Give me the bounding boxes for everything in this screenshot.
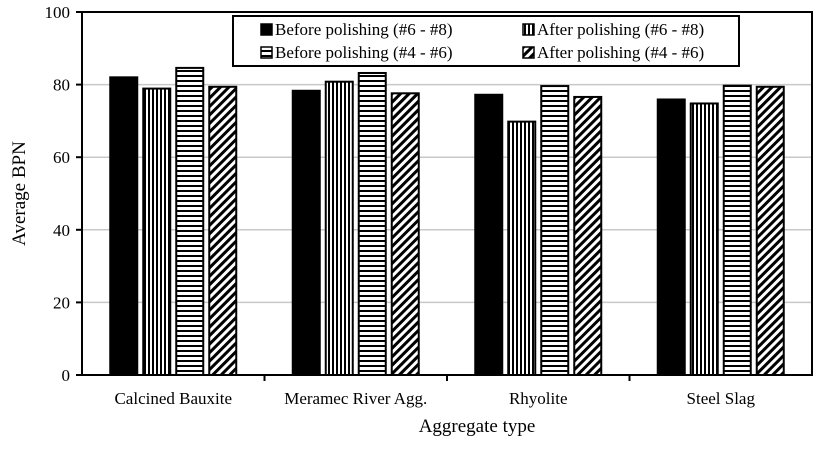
- bar-solid: [109, 76, 139, 376]
- bar-vertical: [689, 102, 719, 376]
- legend-label: Before polishing (#4 - #6): [275, 43, 453, 62]
- x-axis-title: Aggregate type: [419, 416, 536, 437]
- y-tick-label: 100: [45, 3, 71, 22]
- x-tick-label: Steel Slag: [687, 389, 756, 408]
- legend-swatch-solid: [260, 23, 273, 36]
- legend-label: After polishing (#6 - #8): [537, 20, 704, 39]
- bar-diagonal: [390, 92, 420, 376]
- bar-horizontal: [540, 85, 570, 376]
- bar-solid: [656, 98, 686, 376]
- y-tick-label: 20: [53, 293, 70, 312]
- legend-label: After polishing (#4 - #6): [537, 43, 704, 62]
- legend-swatch-diagonal: [522, 46, 535, 59]
- bars: [109, 66, 785, 377]
- legend: Before polishing (#6 - #8) After polishin…: [232, 15, 740, 67]
- bar-diagonal: [573, 95, 603, 377]
- bar-horizontal: [175, 66, 205, 376]
- y-tick-label: 40: [53, 221, 70, 240]
- legend-label: Before polishing (#6 - #8): [275, 20, 453, 39]
- bar-vertical: [142, 87, 172, 377]
- x-axis-ticks: Calcined Bauxite Meramec River Agg. Rhyoli…: [114, 375, 755, 408]
- y-tick-label: 60: [53, 148, 70, 167]
- y-axis-ticks: 0 20 40 60 80 100: [45, 3, 82, 385]
- y-tick-label: 80: [53, 76, 70, 95]
- bar-vertical: [507, 120, 537, 376]
- x-tick-label: Calcined Bauxite: [114, 389, 232, 408]
- bar-horizontal: [357, 71, 387, 376]
- legend-swatch-vertical: [522, 23, 535, 36]
- y-axis-title: Average BPN: [9, 141, 30, 246]
- y-tick-label: 0: [62, 366, 71, 385]
- bar-diagonal: [755, 85, 785, 376]
- bar-solid: [474, 93, 504, 376]
- bar-solid: [291, 89, 321, 377]
- bar-horizontal: [722, 84, 752, 377]
- bar-diagonal: [208, 85, 238, 376]
- legend-box: [232, 15, 740, 67]
- bar-vertical: [324, 80, 354, 376]
- legend-swatch-horizontal: [260, 46, 273, 59]
- x-tick-label: Meramec River Agg.: [284, 389, 427, 408]
- x-tick-label: Rhyolite: [509, 389, 568, 408]
